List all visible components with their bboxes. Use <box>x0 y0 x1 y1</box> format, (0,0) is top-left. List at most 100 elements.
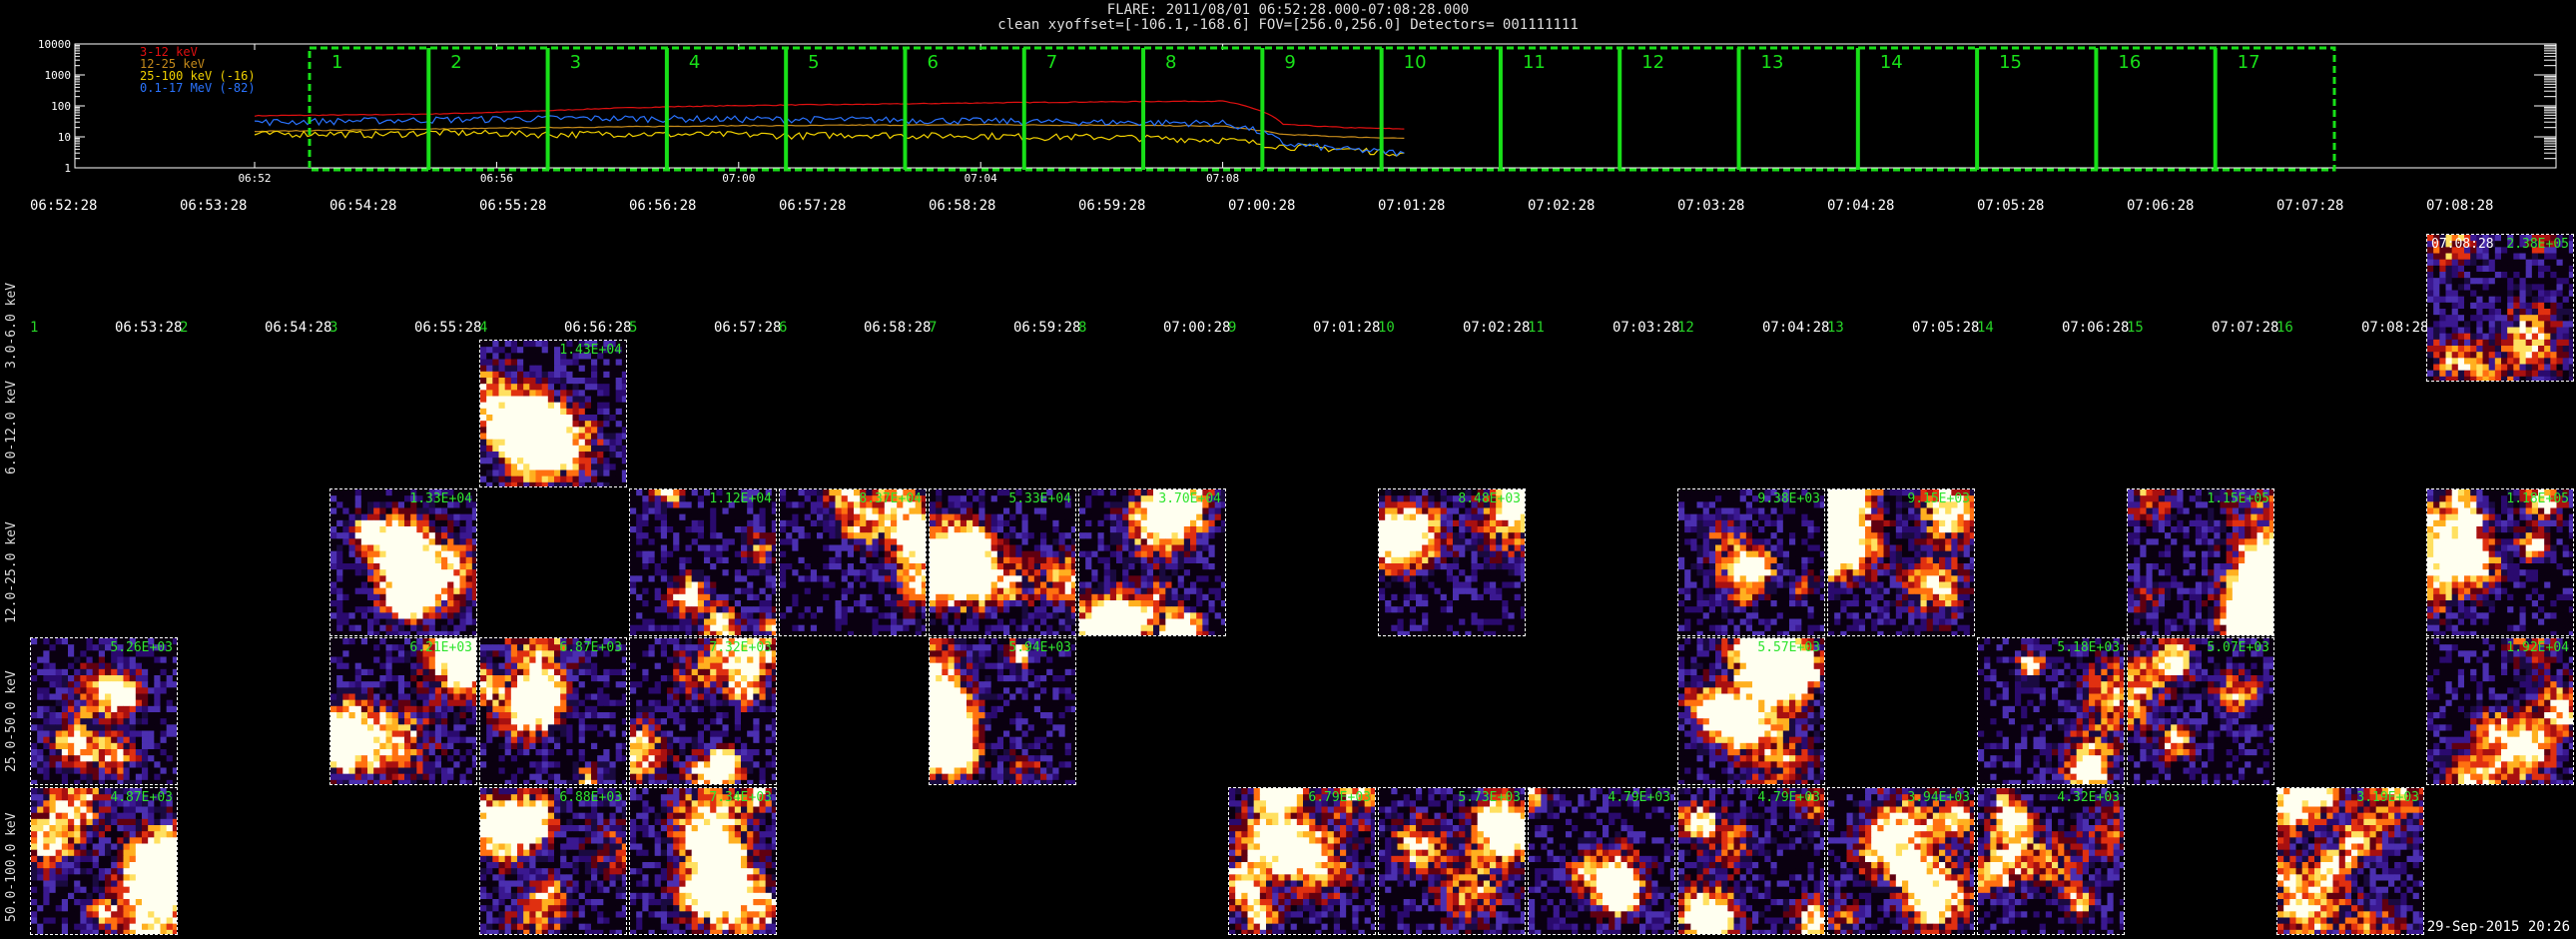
image-pixel <box>453 606 460 613</box>
image-pixel <box>1520 563 1525 570</box>
image-pixel <box>1085 569 1092 576</box>
image-pixel <box>1520 581 1525 589</box>
image-pixel <box>747 519 754 527</box>
image-pixel <box>753 501 760 508</box>
image-pixel <box>716 513 723 521</box>
image-pixel <box>379 624 386 632</box>
image-pixel <box>673 532 680 539</box>
image-pixel <box>1416 587 1423 595</box>
image-pixel <box>379 563 386 570</box>
image-pixel <box>2501 352 2508 359</box>
image-pixel <box>753 630 760 635</box>
image-pixel <box>823 587 830 595</box>
image-pixel <box>1058 563 1066 570</box>
image-pixel <box>1819 495 1824 502</box>
image-pixel <box>504 481 512 486</box>
image-pixel <box>1122 624 1129 632</box>
time-label: 07:07:28 <box>2212 320 2279 336</box>
image-pixel <box>866 550 873 558</box>
image-pixel <box>2488 352 2496 359</box>
image-pixel <box>591 415 598 422</box>
image-pixel <box>2568 315 2573 322</box>
image-pixel <box>517 464 524 470</box>
image-pixel <box>391 575 399 582</box>
image-pixel <box>603 365 610 373</box>
image-pixel <box>2531 352 2539 359</box>
image-pixel <box>930 550 937 558</box>
image-pixel <box>2544 370 2551 378</box>
image-pixel <box>2507 315 2514 322</box>
image-pixel <box>336 519 343 527</box>
image-pixel <box>1453 519 1460 527</box>
image-pixel <box>990 593 998 601</box>
image-pixel <box>2470 284 2477 291</box>
image-pixel <box>541 470 549 477</box>
image-pixel <box>2476 327 2483 335</box>
image-pixel <box>854 526 861 533</box>
image-pixel <box>860 501 867 508</box>
image-pixel <box>2439 290 2446 298</box>
image-pixel <box>1064 612 1072 619</box>
image-pixel <box>728 569 736 576</box>
image-pixel <box>2531 247 2539 254</box>
image-pixel <box>1385 606 1392 613</box>
image-pixel <box>1428 575 1435 582</box>
image-pixel <box>2494 321 2502 328</box>
image-pixel <box>1422 513 1429 521</box>
image-pixel <box>1128 538 1135 545</box>
image-pixel <box>342 550 349 558</box>
legend-entry-2: 25-100 keV (-16) <box>140 69 256 83</box>
image-pixel <box>1040 600 1047 607</box>
image-pixel <box>1403 587 1411 595</box>
image-pixel <box>667 556 674 564</box>
image-pixel <box>529 359 536 367</box>
image-pixel <box>1440 538 1448 545</box>
image-pixel <box>978 507 985 515</box>
image-pixel <box>397 624 405 632</box>
image-pixel <box>642 544 649 552</box>
image-pixel <box>459 612 467 619</box>
image-pixel <box>921 624 926 632</box>
image-pixel <box>1064 618 1072 626</box>
image-pixel <box>584 452 592 459</box>
image-pixel <box>1446 593 1454 601</box>
image-pixel <box>1058 587 1066 595</box>
image-pixel <box>960 556 967 564</box>
time-label: 06:56:28 <box>564 320 632 336</box>
image-pixel <box>804 550 812 558</box>
image-pixel <box>972 624 979 632</box>
image-pixel <box>1165 532 1172 539</box>
image-pixel <box>930 575 937 582</box>
image-pixel <box>2476 364 2483 372</box>
image-pixel <box>2451 284 2459 291</box>
image-pixel <box>1739 507 1747 515</box>
image-pixel <box>897 489 904 496</box>
image-pixel <box>1140 550 1148 558</box>
image-pixel <box>728 630 736 635</box>
image-pixel <box>1103 587 1111 595</box>
image-pixel <box>1009 507 1016 515</box>
image-pixel <box>1477 526 1485 533</box>
image-pixel <box>936 575 943 582</box>
image-pixel <box>441 624 448 632</box>
image-pixel <box>523 464 530 470</box>
ytick-label: 1000 <box>45 69 72 82</box>
image-pixel <box>765 495 773 502</box>
image-pixel <box>960 612 967 619</box>
image-pixel <box>1789 507 1796 515</box>
image-pixel <box>422 630 430 635</box>
image-pixel <box>2451 290 2459 298</box>
image-pixel <box>2433 376 2440 381</box>
image-pixel <box>1453 618 1460 626</box>
image-pixel <box>759 519 767 527</box>
image-pixel <box>1003 630 1010 635</box>
image-pixel <box>2544 253 2551 261</box>
image-pixel <box>747 624 754 632</box>
image-pixel <box>441 575 448 582</box>
image-pixel <box>835 606 843 613</box>
image-pixel <box>1391 550 1398 558</box>
image-pixel <box>798 606 806 613</box>
image-pixel <box>535 359 543 367</box>
image-pixel <box>884 624 892 632</box>
image-pixel <box>1727 513 1734 521</box>
